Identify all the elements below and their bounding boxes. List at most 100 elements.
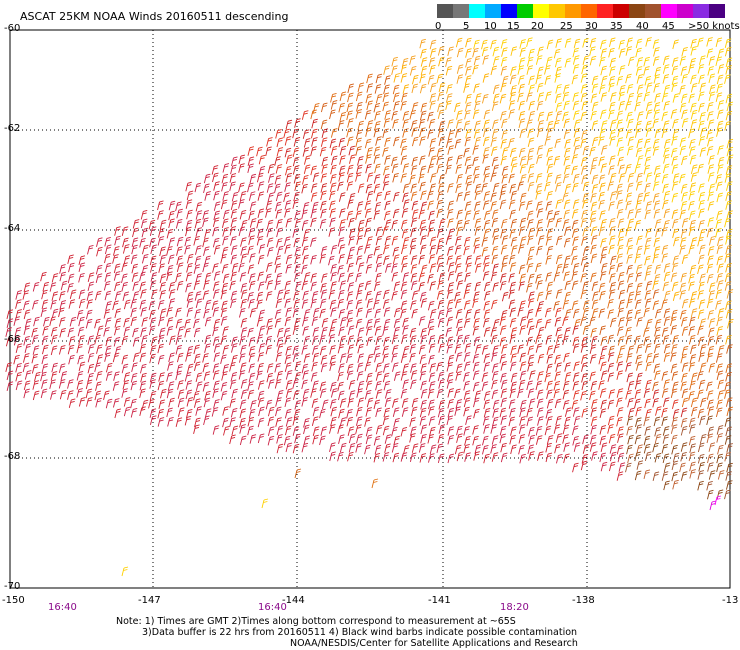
wind-barb [535, 343, 543, 353]
wind-barb [294, 118, 301, 128]
wind-barb [572, 336, 580, 347]
wind-barb [447, 388, 454, 398]
wind-barb [247, 291, 254, 302]
wind-barb [329, 208, 337, 218]
wind-barb [562, 399, 570, 410]
wind-barb [652, 381, 659, 391]
wind-barb [628, 56, 635, 67]
latitude-label: -60 [4, 23, 21, 34]
wind-barb [572, 64, 580, 74]
wind-barb [582, 246, 590, 256]
wind-barb [204, 343, 211, 353]
wind-barb [474, 201, 481, 211]
wind-barb [366, 120, 374, 130]
wind-barb [50, 390, 57, 400]
wind-barb [616, 471, 624, 481]
wind-barb [546, 163, 554, 174]
wind-barb [699, 344, 707, 354]
wind-barb [499, 316, 507, 326]
wind-barb [418, 316, 426, 326]
wind-barb [527, 298, 535, 308]
wind-barb [157, 343, 164, 354]
wind-barb [294, 263, 301, 274]
wind-barb [581, 408, 588, 418]
wind-barb [266, 137, 273, 147]
wind-barb [519, 352, 527, 363]
wind-barb [582, 300, 590, 310]
wind-barb [276, 337, 284, 347]
wind-barb [382, 181, 390, 191]
wind-barb [357, 282, 365, 293]
wind-barb [40, 388, 48, 399]
wind-barb [419, 83, 427, 94]
wind-barb [535, 425, 543, 436]
wind-barb [139, 343, 147, 354]
wind-barb [627, 209, 634, 219]
wind-barb [292, 416, 300, 426]
wind-barb [499, 407, 507, 418]
wind-barb [105, 301, 112, 311]
wind-barb [95, 273, 103, 283]
wind-barb [320, 183, 328, 193]
wind-barb [706, 227, 714, 238]
wind-barb [528, 325, 535, 335]
wind-barb [697, 325, 704, 336]
wind-barb [637, 111, 644, 121]
wind-barb [447, 399, 454, 409]
wind-barb [689, 461, 696, 472]
wind-barb [600, 65, 607, 76]
wind-barb [310, 372, 318, 382]
wind-barb [373, 299, 380, 310]
wind-barb [256, 299, 263, 310]
wind-barb [150, 415, 157, 425]
wind-barb [690, 164, 698, 174]
wind-barb [626, 37, 633, 48]
wind-barb [671, 434, 678, 445]
wind-barb [284, 147, 292, 158]
wind-barb [114, 290, 122, 301]
wind-barb [121, 363, 129, 374]
wind-barb [310, 146, 317, 156]
wind-barb [121, 388, 128, 398]
scale-swatch [485, 4, 501, 18]
wind-barb [319, 381, 327, 392]
wind-barb [483, 228, 491, 239]
wind-barb [580, 217, 588, 228]
wind-barb [490, 271, 498, 282]
wind-barb [590, 244, 597, 255]
wind-barb [610, 317, 617, 328]
wind-barb [725, 235, 732, 245]
wind-barb [265, 208, 272, 218]
wind-barb [283, 435, 291, 446]
wind-barb [501, 255, 509, 265]
wind-barb [437, 371, 445, 382]
wind-barb [95, 381, 102, 391]
wind-barb [175, 370, 182, 381]
wind-barb [355, 146, 362, 156]
wind-barb [94, 334, 101, 345]
wind-barb [40, 271, 47, 282]
wind-barb [365, 93, 373, 104]
wind-barb [582, 55, 590, 65]
wind-barb [429, 48, 437, 58]
wind-barb [491, 209, 499, 219]
wind-barb [473, 210, 480, 220]
wind-barb [293, 137, 301, 147]
scale-label: 30 [585, 21, 598, 32]
wind-barb [509, 361, 517, 372]
wind-barb [447, 119, 454, 129]
wind-barb [67, 344, 75, 355]
wind-barb [607, 399, 615, 410]
wind-barb [589, 46, 596, 56]
wind-barb [292, 325, 300, 335]
wind-barb [429, 64, 436, 75]
wind-barb [490, 39, 497, 50]
wind-barb [688, 298, 696, 308]
wind-barb [508, 100, 516, 110]
wind-barb [391, 272, 399, 282]
wind-barb [670, 109, 678, 119]
wind-barb [689, 264, 697, 275]
wind-barb [500, 244, 508, 255]
wind-barb [340, 316, 347, 327]
wind-barb [546, 345, 554, 355]
